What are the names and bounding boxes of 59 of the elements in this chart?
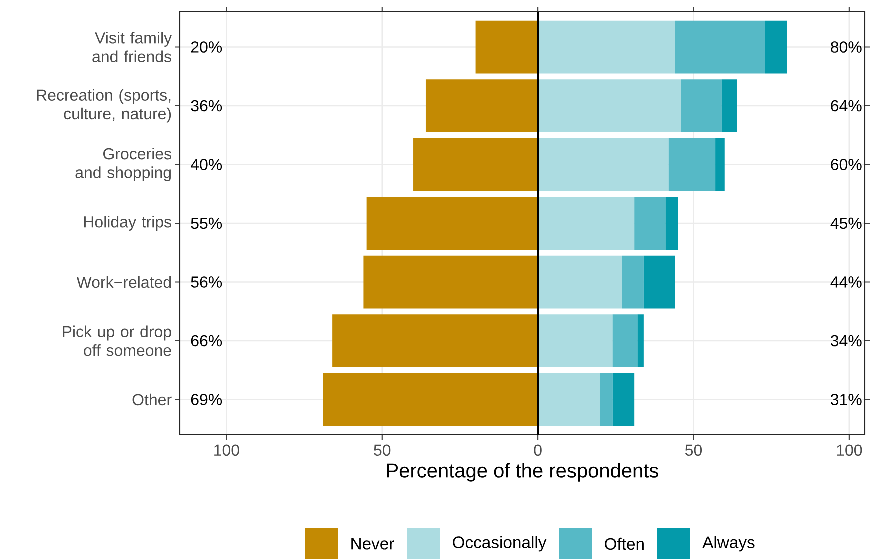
bar (538, 373, 600, 426)
bar (600, 373, 613, 426)
bar (666, 197, 678, 250)
bar (366, 197, 538, 250)
bar (681, 80, 722, 132)
x-tick-label: 0 (534, 444, 542, 456)
bar (414, 138, 538, 192)
y-tick-label: Recreation (sports, culture, nature) (37, 89, 172, 123)
bar (722, 80, 738, 132)
bar (612, 314, 638, 368)
bar (332, 314, 538, 368)
annotation: 40% (190, 159, 222, 170)
bar (538, 80, 682, 132)
y-tick-label: Holiday trips (84, 216, 172, 231)
annotation: 64% (831, 100, 862, 112)
x-tick-label: 50 (686, 444, 702, 456)
bar (323, 373, 538, 426)
x-tick-label: 50 (374, 444, 391, 456)
annotation: 34% (830, 335, 862, 347)
annotation: 56% (191, 276, 222, 288)
x-tick-label: 100 (214, 444, 240, 456)
bar (638, 314, 644, 368)
bar (538, 256, 622, 309)
annotation: 66% (191, 335, 222, 347)
annotation: 69% (191, 394, 222, 406)
bar (538, 20, 676, 74)
annotation: 60% (831, 159, 862, 170)
legend-label: Often (605, 538, 644, 550)
bar (668, 138, 716, 192)
annotation: 20% (191, 42, 222, 53)
annotation: 31% (830, 394, 862, 406)
bar (538, 314, 613, 368)
bar (476, 20, 538, 74)
bar (538, 197, 635, 250)
annotation: 55% (191, 218, 222, 230)
y-tick-label: Visit family and friends (92, 32, 172, 62)
annotation: 36% (191, 100, 222, 112)
y-tick-label: Other (132, 394, 172, 406)
y-tick-label: Groceries and shopping (76, 148, 172, 182)
y-tick-label: Work−related (76, 276, 172, 288)
bar (364, 256, 538, 309)
bar (634, 197, 666, 250)
y-tick-label: Pick up or drop off someone (63, 326, 172, 356)
bar (426, 80, 538, 132)
bar (644, 256, 676, 309)
legend-label: Occasionally (453, 536, 547, 552)
bar (716, 138, 725, 192)
x-axis-title: Percentage of the respondents (387, 463, 658, 482)
bar (675, 20, 766, 74)
x-tick-label: 100 (837, 444, 862, 456)
legend-label: Never (352, 538, 394, 550)
annotation: 80% (831, 42, 862, 53)
bar (612, 373, 635, 426)
annotation: 45% (830, 218, 862, 230)
bar (765, 20, 788, 74)
bar (622, 256, 644, 309)
legend-label: Always (702, 536, 755, 552)
annotation: 44% (830, 276, 862, 288)
bar (538, 138, 669, 192)
